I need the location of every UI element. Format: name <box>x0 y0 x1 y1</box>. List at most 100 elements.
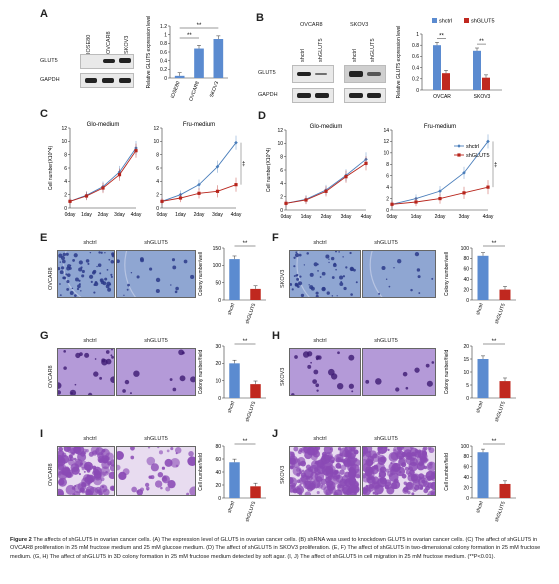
colony <box>349 251 352 255</box>
colony <box>78 260 83 265</box>
x-tick-label: 0day <box>281 214 292 220</box>
blot-band <box>102 78 114 83</box>
chart-a-bar: 0 0.2 0.4 0.6 0.8 1 1.2 Relative GLUT5 expressi… <box>146 16 228 102</box>
soft-agar-photo <box>289 348 361 396</box>
data-point <box>117 173 122 177</box>
legend-marker <box>457 153 461 157</box>
colony <box>315 291 319 295</box>
photo-label: shGLUT5 <box>144 240 168 246</box>
blot-glut5 <box>80 54 134 69</box>
y-tick-label: 0 <box>466 396 469 402</box>
cell <box>316 491 320 495</box>
colony <box>330 256 335 261</box>
data-point <box>438 196 442 201</box>
y-tick-label: 1.2 <box>160 24 167 30</box>
cell <box>94 471 99 475</box>
colony <box>65 273 68 276</box>
colony <box>416 268 421 272</box>
colony <box>110 376 114 383</box>
x-tick-label: 4day <box>131 212 142 218</box>
significance-label: ‡ <box>242 162 245 168</box>
y-tick-label: 4 <box>280 181 283 187</box>
cell <box>393 463 401 471</box>
data-point <box>215 164 220 169</box>
colony <box>107 287 112 292</box>
cell <box>414 449 419 454</box>
cell <box>105 456 110 461</box>
y-tick-label: 60 <box>463 267 469 273</box>
colony <box>425 363 430 368</box>
cell <box>423 488 429 494</box>
cell <box>405 482 413 490</box>
colony <box>342 275 346 278</box>
cell <box>368 484 374 489</box>
photo-texture <box>117 447 195 495</box>
blot-band <box>297 93 311 98</box>
x-tick-label: shctrl <box>227 303 237 316</box>
colony <box>110 354 113 357</box>
cell <box>187 456 195 467</box>
cell <box>413 484 420 491</box>
significance-label: ** <box>243 439 248 445</box>
caption-label: Figure 2 <box>10 537 32 543</box>
cell <box>300 447 308 454</box>
x-tick-label: 0day <box>387 214 398 220</box>
y-tick-label: 5 <box>466 383 469 389</box>
cell <box>428 475 434 481</box>
colony <box>298 253 302 257</box>
colony <box>60 256 66 261</box>
colony <box>110 259 114 264</box>
colony <box>299 283 301 285</box>
cell <box>405 470 411 475</box>
colony <box>63 276 67 280</box>
colony <box>309 272 314 277</box>
cell <box>401 473 407 479</box>
colony <box>94 280 98 284</box>
y-tick-label: 0 <box>218 298 221 304</box>
x-tick-label: 2day <box>98 212 109 218</box>
colony <box>172 265 177 270</box>
cell <box>64 466 70 472</box>
colony <box>426 380 433 387</box>
legend-label: shGLUT5 <box>471 19 495 25</box>
cell <box>377 456 386 466</box>
colony <box>66 266 71 271</box>
data-point <box>324 189 328 193</box>
colony <box>294 355 298 359</box>
cell <box>78 473 81 476</box>
blot-band <box>315 73 327 75</box>
chart-h-bar: 0 5 10 15 20 Colony number/field shctrl shGLUT5… <box>444 339 516 423</box>
y-tick-label: 50 <box>215 280 221 286</box>
colony <box>62 252 67 257</box>
cell <box>160 486 163 490</box>
blot-band <box>297 72 311 76</box>
bar <box>499 381 511 398</box>
colony <box>140 258 144 263</box>
y-tick-label: 0.4 <box>160 58 167 64</box>
photo-texture <box>58 447 114 495</box>
y-tick-label: 6 <box>156 166 159 172</box>
x-tick-label: 0day <box>157 212 168 218</box>
colony <box>78 267 83 272</box>
bar <box>477 359 489 398</box>
significance-label: ** <box>243 241 248 247</box>
colony <box>414 251 420 257</box>
y-tick-label: 12 <box>61 126 67 132</box>
y-tick-label: 10 <box>463 370 469 376</box>
cell-line-label: SKOV3 <box>280 269 286 288</box>
colony <box>348 354 355 361</box>
significance-label: ** <box>243 339 248 345</box>
row-label-glut5: GLUT5 <box>40 58 58 64</box>
colony <box>397 259 402 264</box>
legend-label: shGLUT5 <box>466 153 490 159</box>
colony <box>328 261 330 264</box>
significance-label: ** <box>187 33 192 39</box>
y-tick-label: 1 <box>164 32 167 38</box>
cell <box>331 460 335 464</box>
colony <box>59 261 62 263</box>
data-point <box>68 199 72 203</box>
y-tick-label: 10 <box>61 139 67 145</box>
x-tick-label: 1day <box>81 212 92 218</box>
data-point <box>160 199 164 203</box>
cell <box>83 448 87 453</box>
